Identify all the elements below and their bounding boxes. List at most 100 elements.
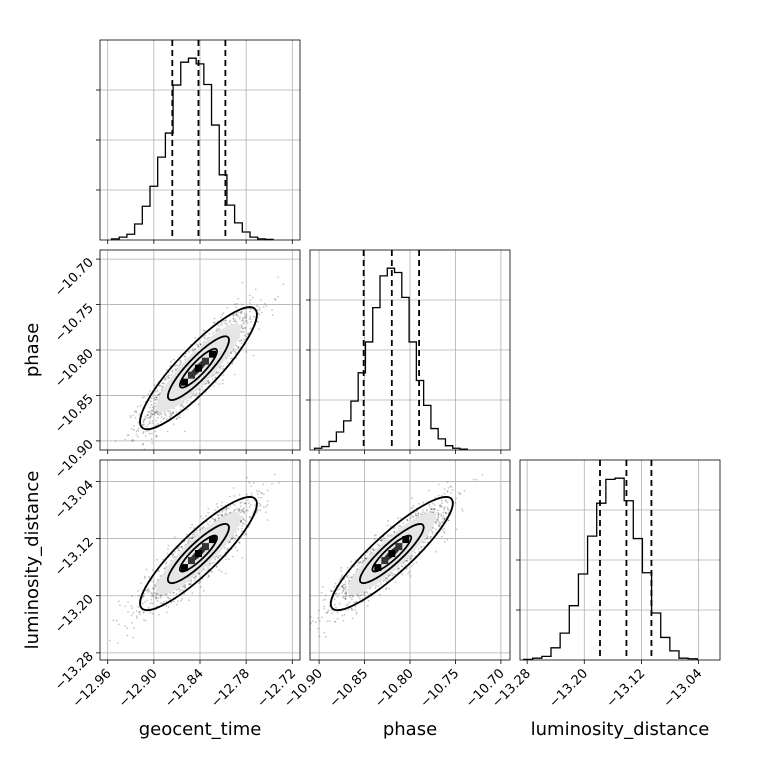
sample-point	[455, 497, 458, 500]
sample-point	[141, 596, 144, 599]
sample-point	[199, 515, 202, 518]
sample-point	[282, 283, 285, 286]
sample-point	[154, 592, 156, 595]
sample-point	[167, 548, 169, 551]
sample-point	[241, 527, 243, 530]
density-cell	[201, 543, 209, 551]
sample-point	[322, 599, 325, 602]
sample-point	[156, 436, 158, 438]
sample-point	[142, 442, 145, 445]
sample-point	[202, 526, 205, 529]
sample-point	[243, 312, 246, 315]
contour-level-0	[329, 496, 454, 612]
sample-point	[167, 606, 170, 608]
sample-point	[172, 553, 174, 556]
sample-point	[142, 420, 145, 423]
sample-point	[191, 349, 194, 352]
sample-point	[150, 409, 153, 412]
sample-point	[239, 505, 242, 507]
sample-point	[250, 320, 253, 323]
sample-point	[354, 601, 357, 604]
sample-point	[178, 363, 181, 366]
sample-point	[207, 381, 210, 384]
sample-point	[130, 605, 133, 608]
sample-point	[442, 530, 445, 533]
sample-point	[258, 502, 260, 505]
sample-point	[213, 373, 215, 376]
sample-point	[417, 512, 420, 515]
sample-point	[216, 372, 219, 375]
sample-point	[326, 620, 329, 623]
sample-point	[156, 579, 159, 581]
sample-point	[136, 435, 139, 438]
sample-point	[259, 503, 262, 506]
sample-point	[336, 617, 339, 620]
sample-point	[184, 586, 187, 589]
sample-point	[348, 594, 351, 597]
sample-point	[136, 405, 139, 408]
sample-point	[428, 505, 431, 508]
sample-point	[207, 511, 210, 514]
sample-point	[475, 478, 478, 481]
sample-point	[342, 587, 345, 590]
sample-point	[423, 541, 426, 544]
sample-point	[151, 413, 154, 416]
sample-point	[180, 545, 183, 548]
sample-point	[443, 518, 446, 520]
sample-point	[152, 410, 154, 412]
sample-point	[181, 405, 184, 408]
sample-point	[246, 509, 249, 512]
sample-point	[154, 411, 157, 414]
contour-level-0	[139, 306, 258, 431]
sample-point	[239, 521, 242, 524]
sample-point	[242, 327, 245, 330]
sample-point	[194, 348, 197, 351]
sample-point	[194, 393, 197, 396]
sample-point	[147, 393, 150, 396]
sample-point	[439, 504, 442, 507]
sample-point	[266, 500, 269, 502]
sample-point	[440, 502, 443, 504]
sample-point	[393, 527, 396, 529]
sample-point	[185, 533, 188, 536]
sample-point	[274, 298, 277, 301]
sample-point	[156, 412, 159, 415]
sample-point	[160, 601, 162, 604]
sample-point	[164, 412, 166, 414]
sample-point	[221, 501, 223, 504]
sample-point	[250, 485, 252, 487]
sample-point	[245, 350, 248, 353]
sample-point	[135, 430, 138, 433]
sample-point	[161, 382, 164, 384]
scatter-panel-phase-vs-geocent_time	[99, 249, 301, 451]
sample-point	[364, 557, 366, 560]
sample-point	[160, 416, 163, 419]
sample-point	[238, 541, 241, 544]
sample-point	[137, 421, 140, 424]
sample-point	[277, 276, 280, 279]
sample-point	[410, 554, 413, 557]
sample-point	[250, 492, 253, 495]
sample-point	[135, 411, 138, 414]
sample-point	[142, 423, 144, 426]
sample-point	[344, 592, 346, 595]
sample-point	[437, 509, 440, 512]
sample-point	[245, 335, 247, 338]
sample-point	[345, 576, 348, 578]
sample-point	[152, 591, 155, 594]
sample-point	[220, 514, 223, 517]
sample-point	[249, 302, 251, 304]
sample-point	[228, 321, 231, 323]
sample-point	[447, 519, 450, 522]
sample-point	[352, 595, 354, 598]
sample-point	[165, 418, 168, 421]
sample-point	[420, 546, 422, 549]
sample-point	[207, 523, 210, 526]
sample-point	[342, 619, 345, 622]
sample-point	[148, 590, 151, 593]
sample-point	[131, 607, 134, 610]
sample-point	[181, 585, 184, 588]
sample-point	[361, 557, 364, 560]
sample-point	[156, 600, 159, 602]
sample-point	[167, 544, 170, 547]
